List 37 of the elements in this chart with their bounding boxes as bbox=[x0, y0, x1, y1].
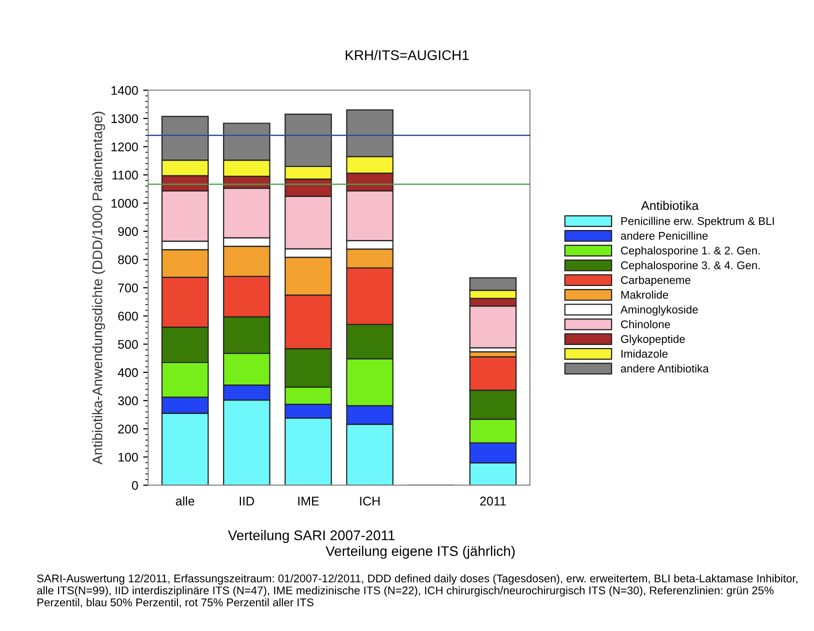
x-tick-label: IID bbox=[240, 496, 254, 506]
legend-label: Aminoglykoside bbox=[620, 305, 698, 316]
text: Verteilung SARI 2007-2011 bbox=[228, 530, 395, 543]
y-tick-label: 700 bbox=[118, 284, 138, 292]
y-tick-label: 500 bbox=[118, 340, 138, 349]
x-tick-label: IME bbox=[298, 496, 319, 506]
y-tick-label: 1400 bbox=[112, 86, 138, 95]
legend-label: Makrolide bbox=[621, 290, 668, 299]
legend-label: Cephalosporine 3. & 4. Gen. bbox=[621, 261, 760, 272]
legend-label: Cephalosporine 1. & 2. Gen. bbox=[621, 246, 760, 257]
y-tick-label: 0 bbox=[132, 481, 138, 490]
y-tick-label: 300 bbox=[118, 396, 138, 406]
text: Verteilung eigene ITS (jährlich) bbox=[326, 546, 515, 559]
y-tick-label: 900 bbox=[118, 227, 138, 236]
legend-label: Chinolone bbox=[621, 320, 670, 328]
legend-label: andere Penicilline bbox=[620, 232, 708, 240]
y-tick-label: 800 bbox=[118, 255, 138, 264]
y-tick-label: 1100 bbox=[112, 170, 138, 180]
x-tick-label: alle bbox=[176, 496, 194, 506]
y-tick-label: 200 bbox=[118, 424, 138, 434]
y-tick-label: 1300 bbox=[112, 114, 138, 124]
legend-label: andere Antibiotika bbox=[620, 364, 709, 372]
legend-label: Carbapeneme bbox=[621, 276, 690, 286]
legend-label: Penicilline erw. Spektrum & BLI bbox=[621, 216, 774, 228]
chart-title: KRH/ITS=AUGICH1 bbox=[346, 50, 469, 60]
text: SARI-Auswertung 12/2011, Erfassungszeitraum: 01/2007-12/2011, DDD defined daily doses (Tagesdosen), erw. erweitertem, BLI beta-Laktamase Inhibitor, alle ITS(N=99), IID interdisziplinäre ITS (N=47), IME medizinische ITS (N=22), ICH chirurgisch/neurochirurgisch ITS (N=30), Referenzlinien: grün 25% Perzentil, blau 50% Perzentil, rot 75% Perzentil aller ITS bbox=[37, 574, 798, 608]
legend-label: Imidazole bbox=[621, 350, 668, 358]
legend-label: Glykopeptide bbox=[621, 334, 685, 346]
y-axis-title: Antibiotika-Anwendungsdichte (DDD/1000 Patiententage) bbox=[92, 112, 106, 464]
y-tick-label: 1200 bbox=[112, 142, 138, 152]
x-tick-label: 2011 bbox=[480, 496, 506, 506]
legend-title: Antibiotika bbox=[641, 200, 699, 210]
y-tick-label: 100 bbox=[118, 452, 138, 462]
y-tick-label: 600 bbox=[118, 312, 138, 321]
y-tick-label: 400 bbox=[118, 368, 138, 378]
x-tick-label: ICH bbox=[360, 496, 380, 506]
y-tick-label: 1000 bbox=[112, 198, 138, 208]
